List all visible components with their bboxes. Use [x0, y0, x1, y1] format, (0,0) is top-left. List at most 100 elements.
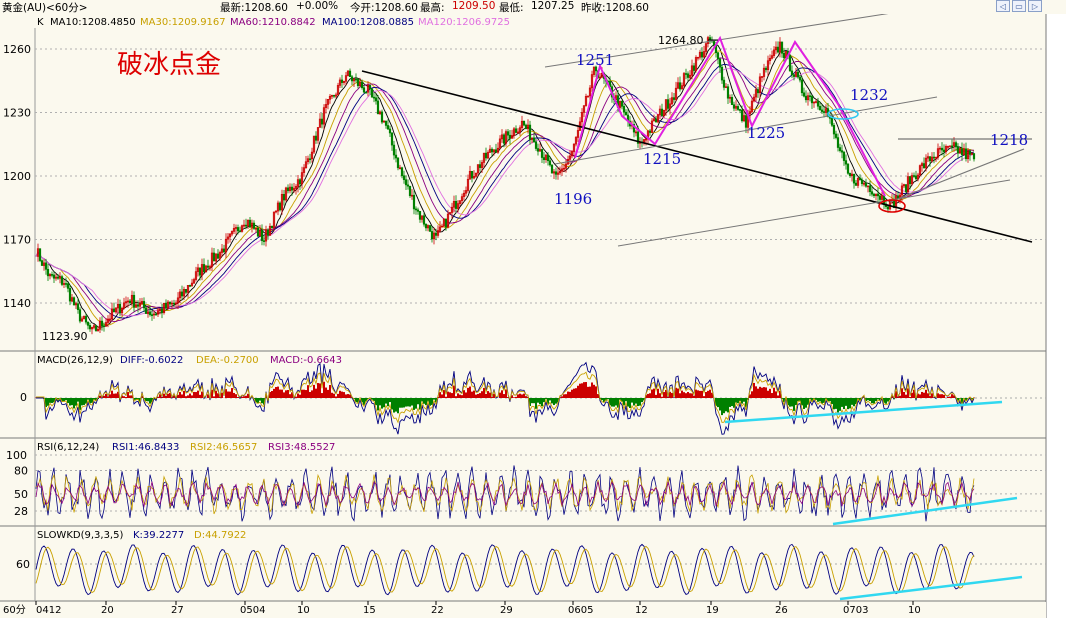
candle-body: [788, 55, 792, 72]
x-tick-label: 12: [635, 605, 648, 616]
macd-bar: [867, 398, 869, 401]
middle-channel-line: [554, 96, 938, 165]
legend-k: K: [37, 17, 44, 28]
candle-body: [64, 283, 68, 285]
candle-body: [234, 227, 238, 229]
candle-body: [600, 72, 604, 78]
macd-bar: [79, 398, 81, 410]
macd-bar: [173, 395, 175, 398]
macd-bar: [939, 394, 941, 398]
candle-body: [222, 248, 226, 253]
candle-body: [382, 120, 386, 123]
scroll-left-button[interactable]: ◁: [996, 0, 1010, 12]
candle-body: [642, 139, 646, 143]
macd-bar: [773, 387, 775, 398]
candle-body: [380, 111, 384, 123]
candle-body: [184, 289, 188, 293]
candle-body: [574, 137, 578, 145]
macd-bar: [929, 396, 931, 398]
candle-body: [674, 87, 678, 100]
candle-body: [510, 135, 514, 139]
candle-body: [956, 146, 960, 154]
macd-bar: [483, 387, 485, 398]
rsi-y-tick: 50: [14, 488, 28, 501]
macd-bar: [187, 395, 189, 398]
macd-bar: [521, 394, 523, 398]
macd-bar: [637, 398, 639, 407]
candle-body: [262, 240, 266, 242]
macd-bar: [807, 398, 809, 405]
candle-body: [38, 248, 42, 261]
rsi-y-tick: 80: [14, 465, 28, 478]
macd-bar: [801, 398, 803, 406]
macd-bar: [179, 392, 181, 398]
macd-bar: [619, 398, 621, 400]
macd-bar: [705, 392, 707, 398]
candle-body: [686, 73, 690, 78]
macd-bar: [217, 393, 219, 398]
candle-body: [224, 238, 228, 253]
macd-bar: [595, 386, 597, 398]
restore-button[interactable]: ▭: [1012, 0, 1026, 12]
ma30-line: [35, 50, 975, 326]
label-1123: 1123.90: [42, 330, 88, 343]
macd-bar: [677, 388, 679, 398]
macd-bar: [657, 388, 659, 398]
candle-body: [424, 223, 428, 229]
macd-bar: [327, 389, 329, 398]
candle-body: [756, 89, 760, 94]
macd-bar: [905, 394, 907, 398]
macd-bar: [147, 398, 149, 402]
macd-bar: [77, 398, 79, 402]
macd-bar: [827, 398, 829, 402]
macd-bar: [663, 392, 665, 398]
candle-body: [598, 76, 602, 79]
candle-body: [54, 276, 58, 279]
candle-body: [800, 79, 804, 94]
macd-bar: [313, 384, 315, 398]
macd-bar: [739, 398, 741, 402]
candle-body: [126, 300, 130, 303]
candle-body: [900, 185, 904, 196]
macd-bar: [971, 398, 973, 401]
candle-body: [454, 201, 458, 209]
macd-bar: [669, 391, 671, 398]
macd-bar: [145, 398, 147, 402]
right-margin: [1046, 14, 1066, 618]
macd-bar: [445, 396, 447, 398]
macd-bar: [775, 391, 777, 398]
candle-body: [232, 228, 236, 232]
macd-bar: [717, 398, 719, 408]
candle-body: [822, 111, 826, 113]
candle-body: [950, 145, 954, 148]
candle-body: [40, 260, 44, 266]
candle-body: [118, 303, 122, 314]
macd-bar: [405, 398, 407, 407]
candle-body: [214, 253, 218, 262]
macd-bar: [229, 391, 231, 398]
macd-bar: [709, 389, 711, 398]
candle-body: [324, 104, 328, 108]
candle-body: [902, 184, 906, 187]
scroll-right-button[interactable]: ▷: [1028, 0, 1042, 12]
macd-bar: [603, 398, 605, 403]
macd-bar: [427, 398, 429, 402]
candle-body: [962, 148, 966, 155]
candle-body: [70, 297, 74, 302]
candle-body: [722, 79, 726, 88]
macd-bar: [279, 389, 281, 398]
candle-body: [660, 108, 664, 116]
macd-bar: [479, 393, 481, 398]
candle-body: [400, 167, 404, 177]
kd-60-tick: 60: [16, 558, 30, 571]
candle-body: [934, 156, 938, 159]
candle-body: [518, 127, 522, 133]
macd-bar: [799, 398, 801, 402]
candle-body: [856, 177, 860, 186]
candle-body: [422, 215, 426, 225]
candle-body: [220, 248, 224, 253]
macd-bar: [835, 398, 837, 409]
candle-body: [736, 106, 740, 110]
macd-bar: [555, 398, 557, 404]
